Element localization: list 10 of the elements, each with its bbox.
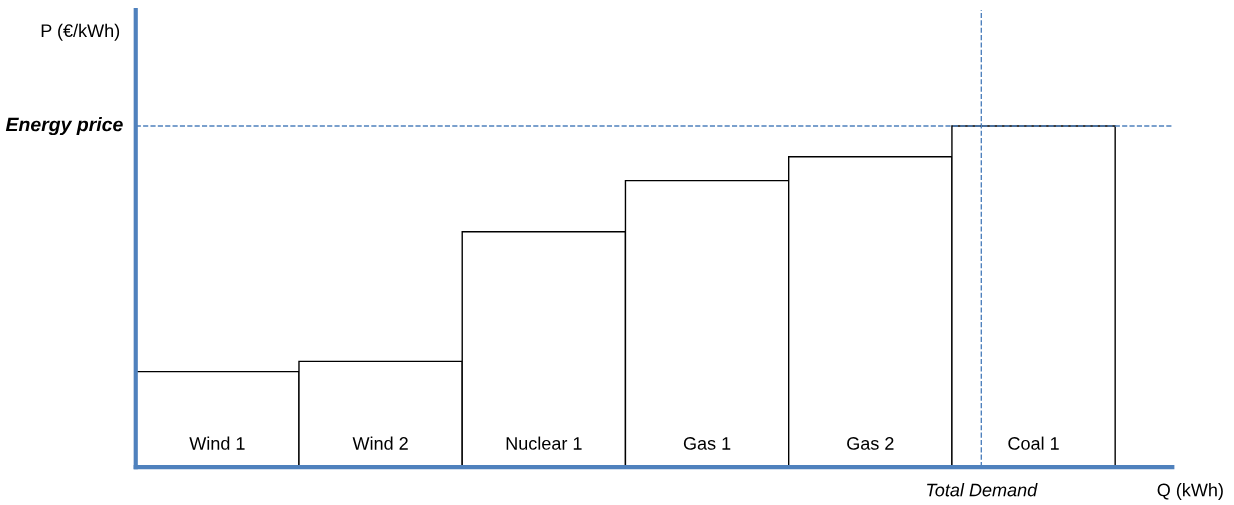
x-tick-label: Wind 2 bbox=[352, 436, 408, 450]
x-tick-label: Gas 2 bbox=[847, 437, 894, 450]
y-axis-title: P (€/kWh) bbox=[41, 23, 120, 41]
ref-line-label: Energy price bbox=[5, 117, 123, 136]
x-tick-label: Nuclear 1 bbox=[506, 436, 582, 450]
x-axis-title: Q (kWh) bbox=[1157, 483, 1223, 500]
x-tick-label: Gas 1 bbox=[683, 437, 731, 450]
ref-line-label: Total Demand bbox=[927, 483, 1038, 497]
x-tick-label: Coal 1 bbox=[1008, 436, 1059, 450]
x-tick-label: Wind 1 bbox=[189, 436, 245, 450]
